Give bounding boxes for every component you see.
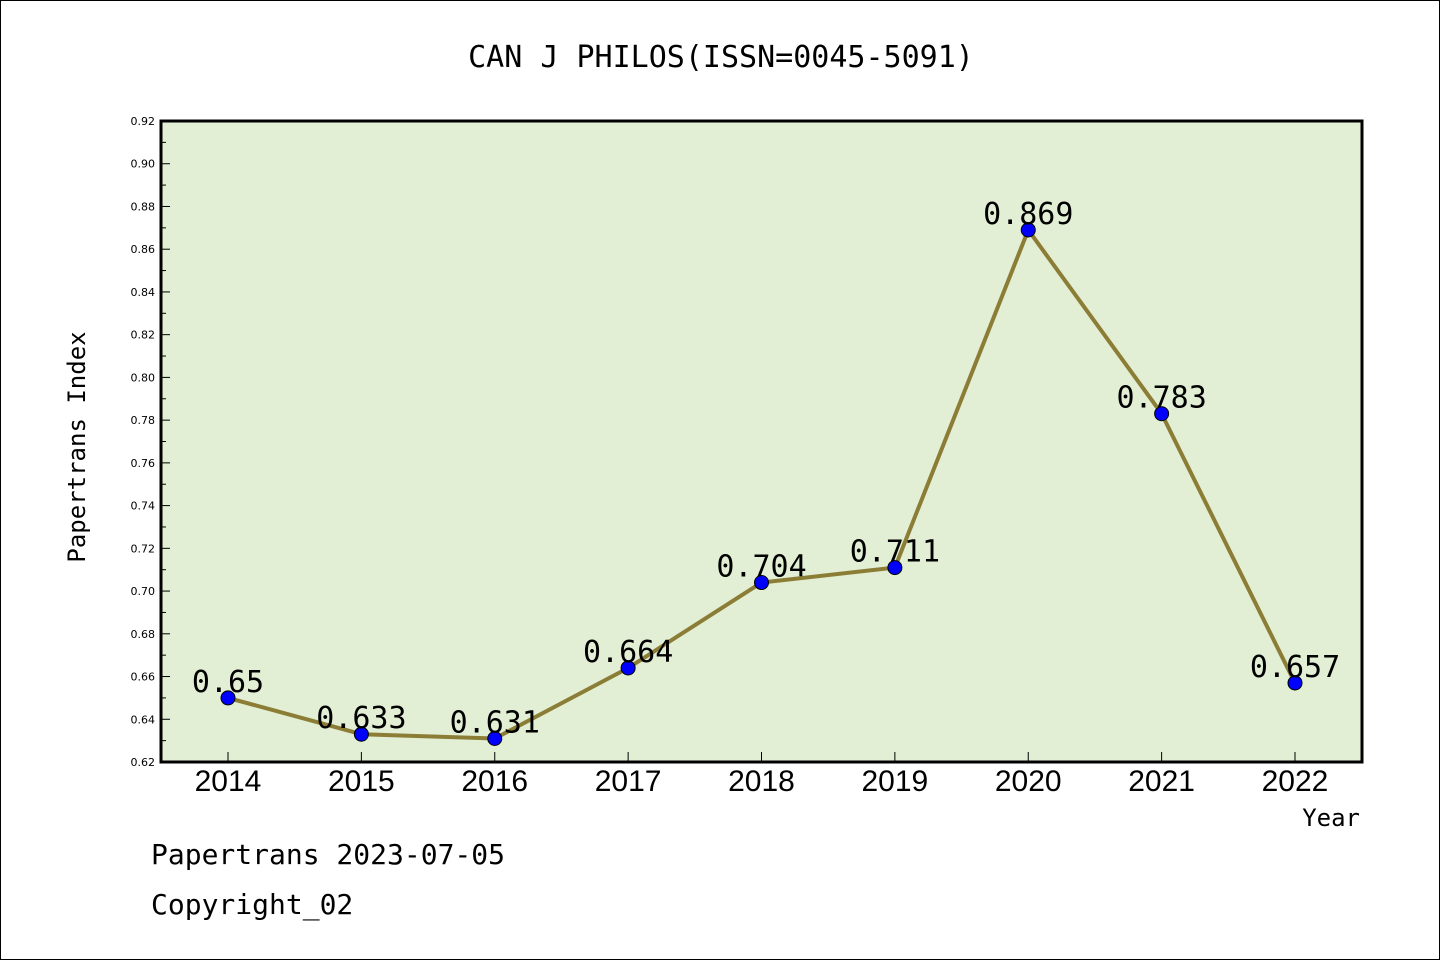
x-tick-label: 2019 xyxy=(862,765,929,798)
data-point xyxy=(887,560,903,576)
data-point xyxy=(1287,675,1303,691)
data-point xyxy=(353,726,369,742)
data-point xyxy=(220,690,236,706)
x-tick-label: 2016 xyxy=(461,765,528,798)
x-tick-label: 2014 xyxy=(195,765,262,798)
data-label: 0.664 xyxy=(583,635,673,670)
data-point xyxy=(1154,406,1170,422)
data-label: 0.633 xyxy=(316,701,406,736)
x-tick-label: 2020 xyxy=(995,765,1062,798)
y-tick-label: 0.78 xyxy=(131,414,156,427)
footer-copyright: Copyright_02 xyxy=(151,888,353,922)
x-tick-label: 2017 xyxy=(595,765,662,798)
x-tick-label: 2015 xyxy=(328,765,395,798)
y-tick-label: 0.70 xyxy=(131,585,156,598)
data-label: 0.704 xyxy=(716,550,806,585)
y-tick-label: 0.86 xyxy=(131,243,156,256)
plot-area xyxy=(159,119,1364,764)
y-axis-label: Papertrans Index xyxy=(63,331,91,562)
y-tick-label: 0.76 xyxy=(131,457,156,470)
x-tick-label: 2018 xyxy=(728,765,795,798)
data-point xyxy=(620,660,636,676)
x-axis: 2014 2015 2016 2017 2018 2019 2020 2021 2022 xyxy=(195,752,1329,798)
footer-date: Papertrans 2023-07-05 xyxy=(151,838,505,871)
data-label: 0.657 xyxy=(1250,650,1340,685)
data-point xyxy=(1020,222,1036,238)
y-tick-label: 0.74 xyxy=(131,500,156,513)
chart-title: CAN J PHILOS(ISSN=0045-5091) xyxy=(468,40,974,75)
data-label: 0.783 xyxy=(1116,381,1206,416)
x-tick-label: 2022 xyxy=(1262,765,1329,798)
data-label: 0.869 xyxy=(983,197,1073,232)
y-tick-label: 0.72 xyxy=(131,542,156,555)
data-point xyxy=(487,730,503,746)
y-tick-label: 0.68 xyxy=(131,628,156,641)
y-tick-label: 0.62 xyxy=(131,756,156,769)
data-label: 0.711 xyxy=(850,535,940,570)
y-tick-label: 0.66 xyxy=(131,671,156,684)
data-label: 0.631 xyxy=(450,705,540,740)
y-tick-label: 0.88 xyxy=(131,200,156,213)
series-line: 0.65 0.633 0.631 0.664 0.704 0.711 0.869 0.783 0… xyxy=(192,197,1340,746)
y-tick-label: 0.90 xyxy=(131,158,156,171)
data-point xyxy=(754,575,769,591)
y-tick-label: 0.64 xyxy=(131,713,156,726)
data-label: 0.65 xyxy=(192,665,264,700)
y-axis: 0.62 0.64 0.66 0.68 0.70 0.72 0.74 0.76 0.78 0.80… xyxy=(131,115,170,769)
y-tick-label: 0.82 xyxy=(131,329,156,342)
y-tick-label: 0.92 xyxy=(131,115,156,128)
y-tick-label: 0.84 xyxy=(131,286,156,299)
x-tick-label: 2021 xyxy=(1128,765,1195,798)
y-tick-label: 0.80 xyxy=(131,371,156,384)
x-axis-label: Year xyxy=(1302,804,1360,832)
